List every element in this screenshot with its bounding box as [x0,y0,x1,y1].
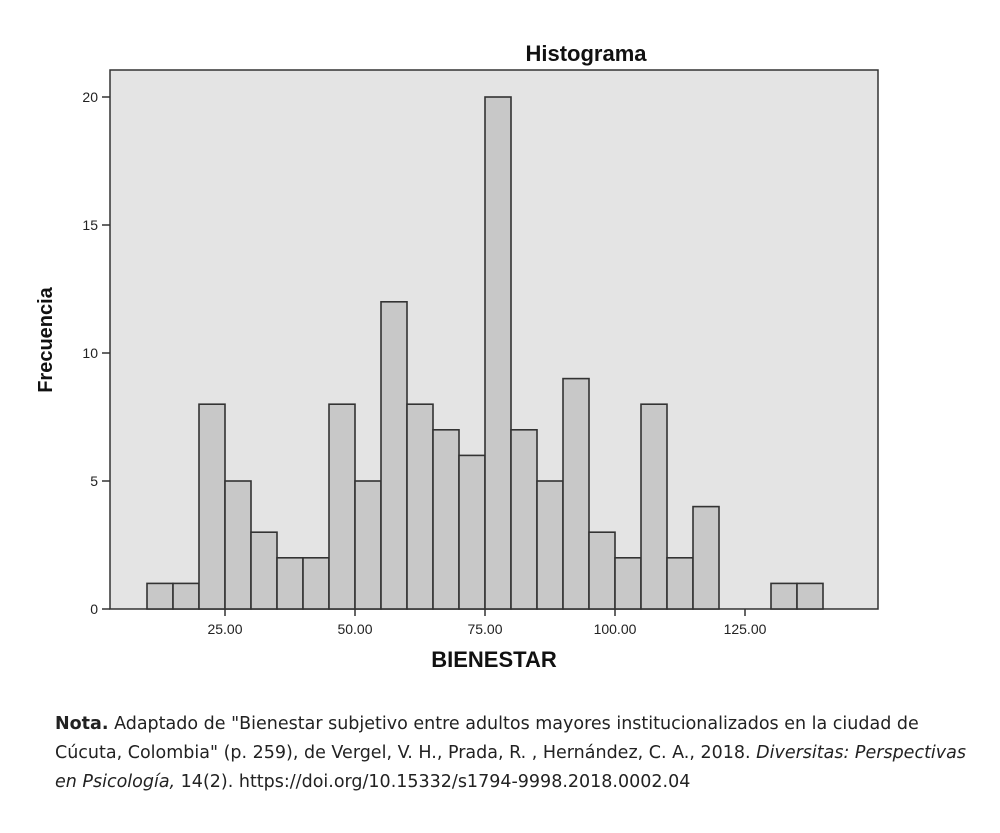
x-tick-label: 25.00 [207,621,242,637]
histogram-bar [640,403,668,610]
histogram-bar [614,556,642,610]
histogram-bar [458,454,486,610]
histogram-bar [536,480,564,610]
histogram-bar [172,582,200,610]
histogram-bar [276,556,304,610]
y-tick-label: 10 [82,345,98,361]
histogram-bar [432,428,460,610]
histogram-bar [302,556,330,610]
x-tick-label: 75.00 [467,621,502,637]
histogram-bar [354,480,382,610]
bars-group [146,96,824,610]
y-axis-label: Frecuencia [35,286,57,392]
x-axis: 25.00 50.00 75.00 100.00 125.00 [207,609,767,637]
x-tick-label: 125.00 [724,621,767,637]
y-axis: 0 5 10 15 20 [82,89,110,617]
histogram-bar [562,377,590,610]
histogram-bar [510,428,538,610]
note-label: Nota. [55,714,109,734]
note-journal: Diversitas: Perspectivas en Psicología, [55,743,966,792]
histogram-bar [666,556,694,610]
histogram-bar [380,300,408,610]
histogram-bar [328,403,356,610]
y-tick-label: 0 [90,601,98,617]
chart-title: Histograma [525,41,647,66]
histogram-bar [588,531,616,610]
y-tick-label: 15 [82,217,98,233]
histogram-bar [692,505,720,610]
y-tick-label: 20 [82,89,98,105]
x-tick-label: 100.00 [594,621,637,637]
histogram-chart: 0 5 10 15 20 25.00 50.00 75.00 100.00 125.00 His… [35,41,879,672]
note-text-1: Adaptado de "Bienestar subjetivo entre a… [55,714,919,763]
histogram-bar [250,531,278,610]
histogram-bar [224,480,252,610]
histogram-bar [484,96,512,610]
y-tick-label: 5 [90,473,98,489]
histogram-bar [406,403,434,610]
histogram-bar [146,582,174,610]
note-text-2: 14(2). https://doi.org/10.15332/s1794-99… [175,772,691,792]
histogram-bar [198,403,226,610]
histogram-bar [770,582,798,610]
x-tick-label: 50.00 [337,621,372,637]
histogram-bar [796,582,824,610]
x-axis-label: BIENESTAR [431,647,557,672]
source-note: Nota. Adaptado de "Bienestar subjetivo e… [55,710,985,797]
